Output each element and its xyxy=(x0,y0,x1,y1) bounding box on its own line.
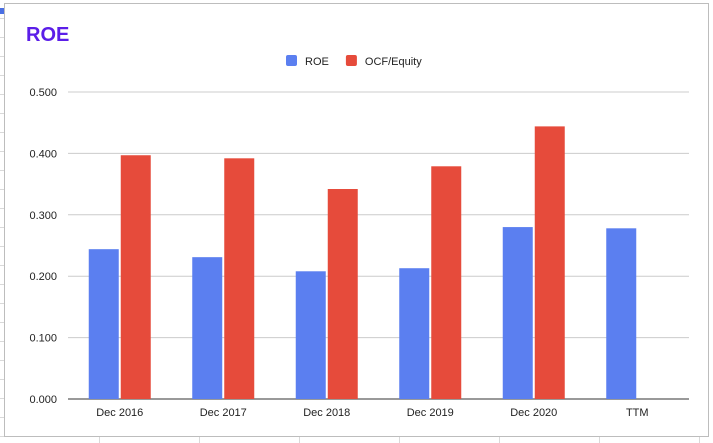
bar-roe xyxy=(192,257,223,399)
x-tick-label: Dec 2018 xyxy=(303,407,350,419)
legend: ROE OCF/Equity xyxy=(286,55,422,68)
chart-title: ROE xyxy=(26,24,69,46)
bar-ocf-equity xyxy=(224,158,255,399)
y-tick-label: 0.000 xyxy=(29,394,57,406)
legend-swatch xyxy=(286,55,297,66)
bar-roe xyxy=(88,249,119,399)
y-tick-label: 0.400 xyxy=(29,148,57,160)
x-tick-label: Dec 2017 xyxy=(200,407,247,419)
column-gridlines xyxy=(0,437,713,443)
legend-label: OCF/Equity xyxy=(365,56,422,68)
legend-label: ROE xyxy=(305,56,329,68)
gridlines xyxy=(68,91,689,400)
y-tick-label: 0.200 xyxy=(29,271,57,283)
x-tick-label: Dec 2020 xyxy=(510,407,557,419)
y-tick-label: 0.300 xyxy=(29,210,57,222)
bar-ocf-equity xyxy=(431,166,462,399)
x-tick-label: Dec 2019 xyxy=(407,407,454,419)
x-axis: Dec 2016 Dec 2017 Dec 2018 Dec 2019 Dec 2020… xyxy=(96,407,648,419)
bar-roe xyxy=(399,268,430,399)
bar-roe xyxy=(295,271,326,399)
legend-swatch xyxy=(345,55,357,66)
bar-roe xyxy=(606,228,637,399)
bar-ocf-equity xyxy=(327,189,358,399)
y-axis: 0.000 0.100 0.200 0.300 0.400 0.500 xyxy=(29,87,57,406)
bar-ocf-equity xyxy=(120,155,151,399)
x-tick-label: TTM xyxy=(626,407,649,419)
selection-marker xyxy=(0,8,4,14)
bar-roe xyxy=(502,227,533,399)
bar-ocf-equity xyxy=(534,126,565,399)
y-tick-label: 0.500 xyxy=(29,87,57,99)
chart-container[interactable]: ROE ROE OCF/Equity 0.000 0.100 0.200 0.300 0.… xyxy=(4,3,709,437)
bars xyxy=(88,126,637,399)
roe-chart: ROE ROE OCF/Equity 0.0000.1000.2000.3000.… xyxy=(26,24,689,419)
y-tick-label: 0.100 xyxy=(29,333,57,345)
x-tick-label: Dec 2016 xyxy=(96,407,143,419)
row-gridlines xyxy=(0,0,4,443)
